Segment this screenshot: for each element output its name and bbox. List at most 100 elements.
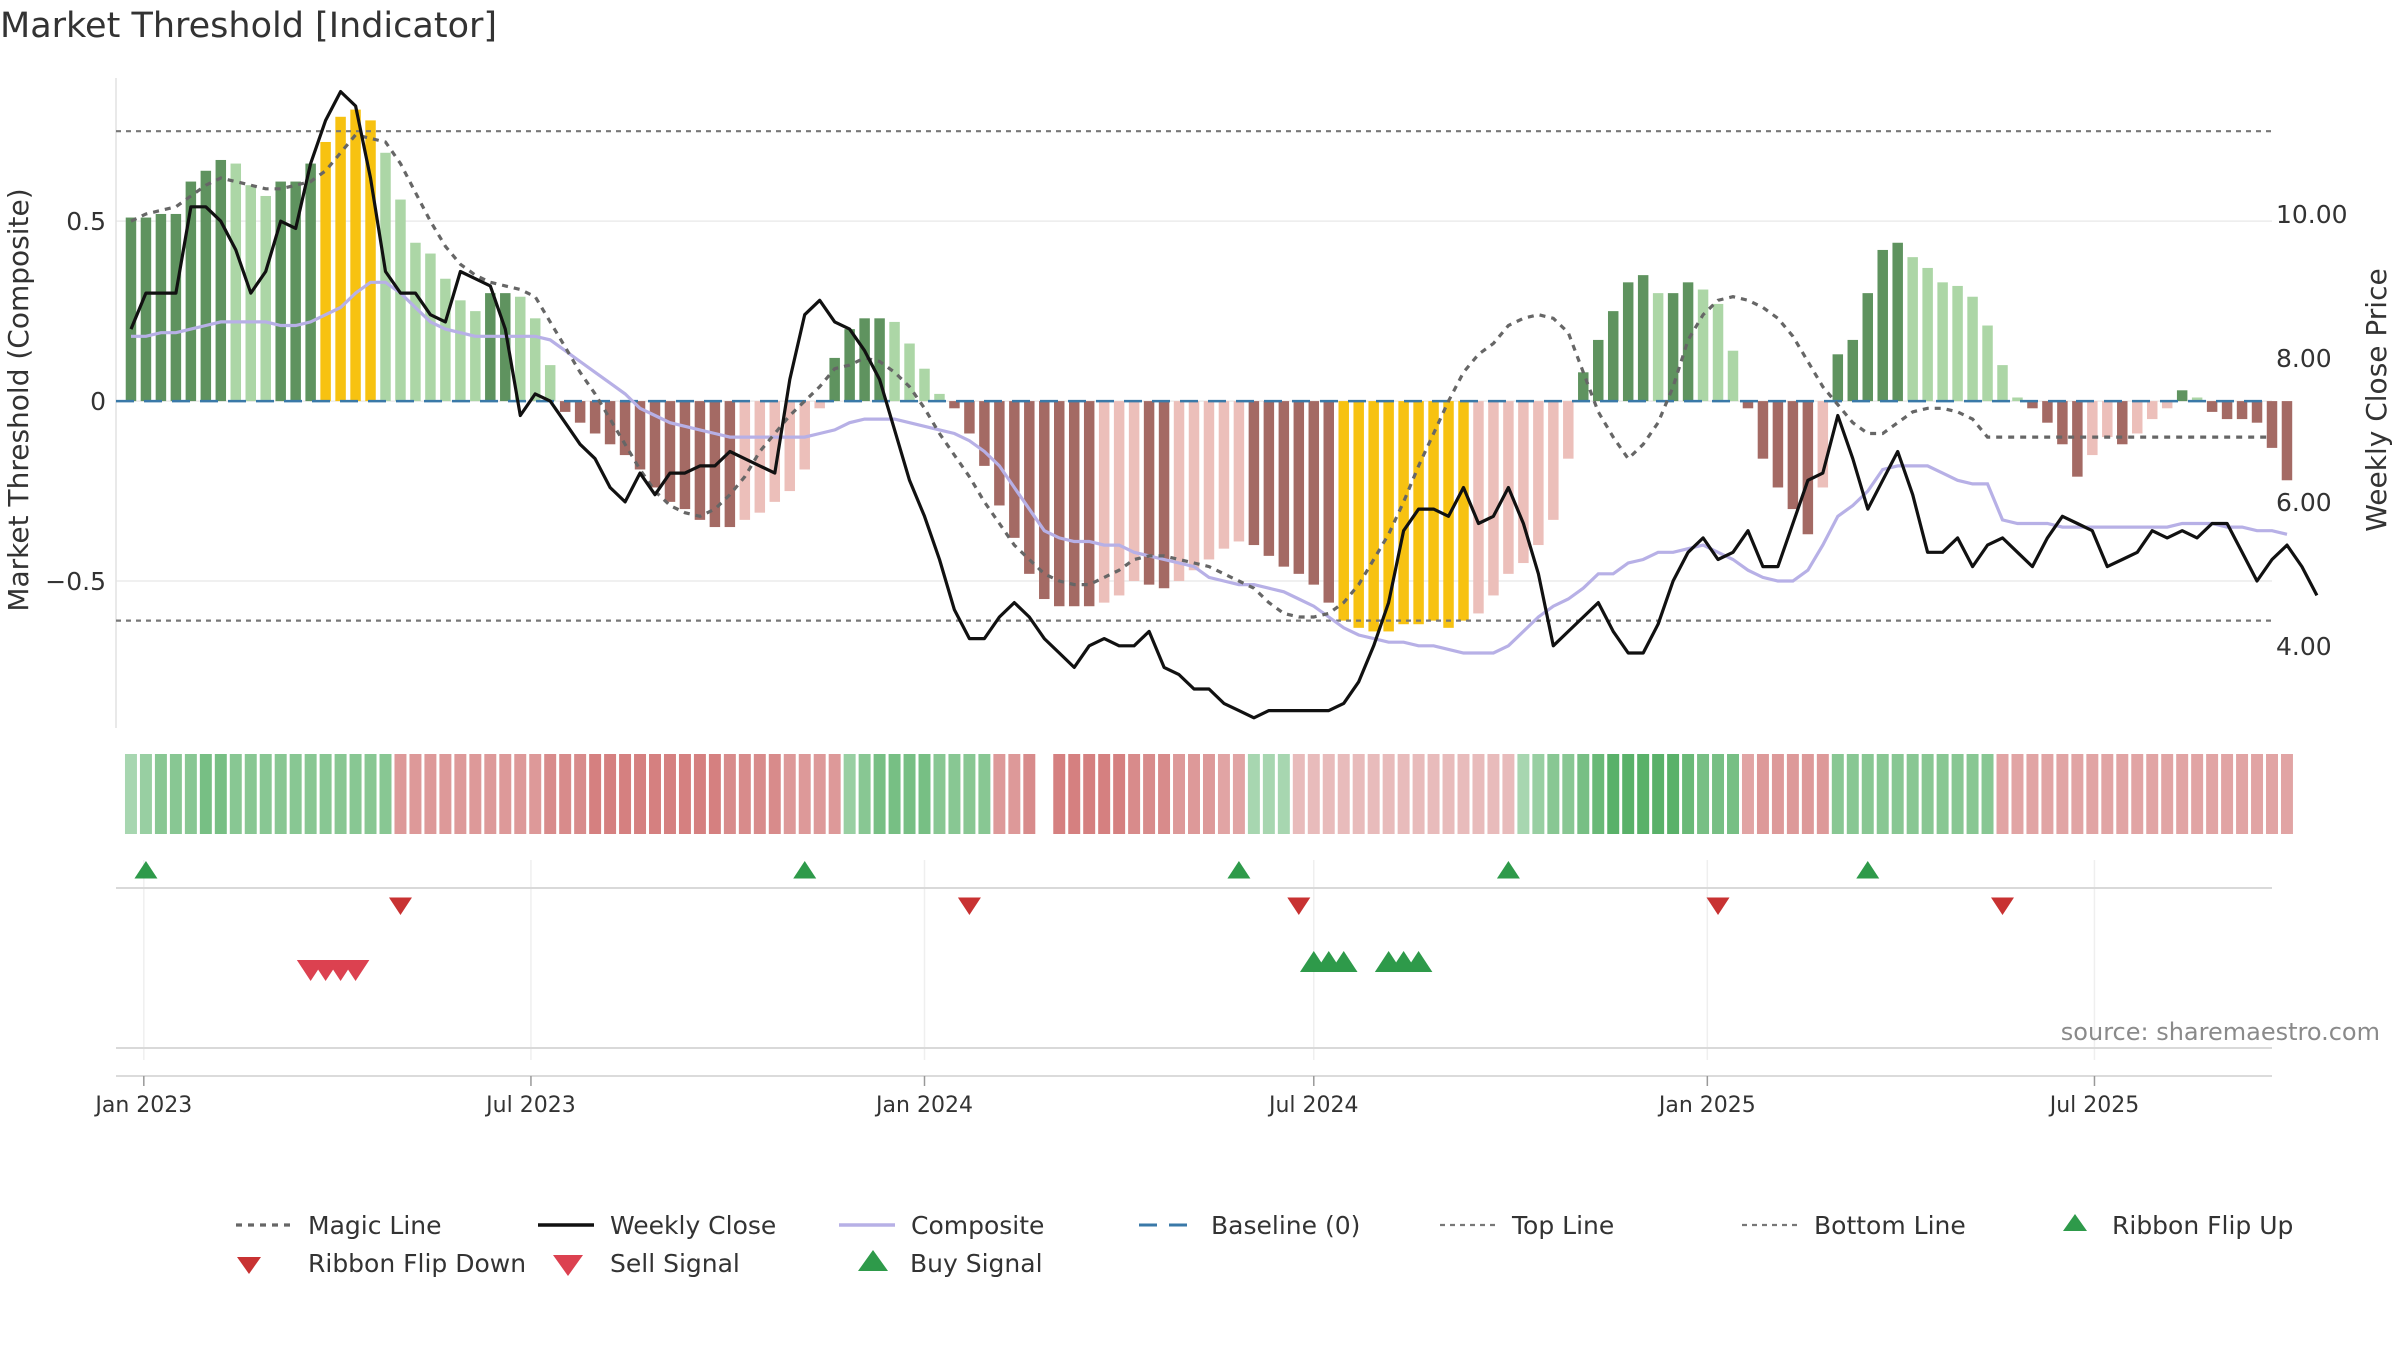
- legend-label: Magic Line: [308, 1211, 442, 1240]
- composite-bar: [1009, 401, 1020, 538]
- ribbon-cell: [244, 754, 257, 834]
- ribbon-cell: [2116, 754, 2129, 834]
- ribbon-cell: [1622, 754, 1635, 834]
- ribbon-cell: [1143, 754, 1156, 834]
- ribbon-cell: [1442, 754, 1455, 834]
- ribbon-cell: [1951, 754, 1964, 834]
- ribbon-cell: [469, 754, 482, 834]
- composite-bar: [2027, 401, 2038, 409]
- ribbon-cell: [663, 754, 676, 834]
- ribbon-cell: [1023, 754, 1036, 834]
- ribbon-cell: [2176, 754, 2189, 834]
- ribbon-cell: [2101, 754, 2114, 834]
- composite-bar: [1712, 303, 1724, 402]
- ribbon-cell: [1786, 754, 1799, 834]
- ribbon-cell: [1367, 754, 1380, 834]
- composite-bar: [1353, 401, 1364, 628]
- composite-bar: [125, 217, 137, 402]
- ribbon-flip-up-marker: [1227, 861, 1251, 879]
- composite-bar: [215, 159, 227, 402]
- composite-bar: [1233, 401, 1245, 542]
- composite-bar: [1907, 257, 1918, 402]
- composite-bar: [1473, 401, 1484, 614]
- ribbon-cell: [274, 754, 287, 834]
- ribbon-cell: [858, 754, 871, 834]
- composite-bar: [814, 401, 825, 409]
- composite-bar: [1667, 293, 1679, 402]
- composite-bar: [2161, 401, 2173, 409]
- buy-signal-marker: [1329, 951, 1358, 972]
- ribbon-cell: [2056, 754, 2069, 834]
- legend-item-ribbon-flip-down: Ribbon Flip Down: [237, 1249, 526, 1278]
- composite-bar: [949, 401, 960, 409]
- composite-bar: [1578, 372, 1589, 402]
- ribbon-cell: [259, 754, 272, 834]
- ribbon-cell: [813, 754, 826, 834]
- ribbon-cell: [454, 754, 467, 834]
- ribbon-cell: [1607, 754, 1620, 834]
- composite-bar: [1383, 401, 1394, 632]
- composite-bar: [365, 120, 376, 402]
- ribbon-cell: [1427, 754, 1440, 834]
- ribbon-cell: [1637, 754, 1650, 834]
- ribbon-cell: [1831, 754, 1844, 834]
- ribbon-cell: [214, 754, 227, 834]
- ribbon-cell: [2131, 754, 2144, 834]
- composite-bar: [305, 163, 316, 402]
- composite-bar: [1113, 401, 1125, 596]
- composite-bar: [1622, 282, 1634, 402]
- ribbon-cell: [1876, 754, 1889, 834]
- ribbon-cell: [693, 754, 706, 834]
- ribbon-cell: [873, 754, 886, 834]
- composite-bar: [769, 401, 781, 502]
- composite-bar: [1263, 401, 1275, 556]
- ribbon-cell: [544, 754, 557, 834]
- composite-bar: [1967, 296, 1978, 402]
- ribbon-cell: [1487, 754, 1500, 834]
- ribbon-cell: [1158, 754, 1171, 834]
- legend-label: Bottom Line: [1814, 1211, 1966, 1240]
- ribbon-cell: [1337, 754, 1350, 834]
- ribbon-cell: [783, 754, 796, 834]
- legend: Magic Line Weekly Close Composite Baseline …: [236, 1211, 2293, 1278]
- legend-item-sell-signal: Sell Signal: [553, 1249, 740, 1278]
- ribbon-cell: [1756, 754, 1769, 834]
- ribbon-flip-down-marker: [1991, 897, 2014, 915]
- ribbon-cell: [1921, 754, 1934, 834]
- composite-bar: [1518, 401, 1529, 564]
- ribbon-cell: [439, 754, 452, 834]
- ribbon-cell: [1532, 754, 1545, 834]
- legend-swatch: [858, 1250, 888, 1271]
- composite-bar: [889, 321, 900, 402]
- ribbon-strip: [124, 754, 2293, 834]
- composite-bar: [1293, 401, 1305, 574]
- composite-bar: [1802, 401, 1814, 535]
- ribbon-flip-up-marker: [1856, 861, 1880, 879]
- ribbon-cell: [1292, 754, 1305, 834]
- composite-bar: [604, 401, 616, 445]
- composite-bar: [1697, 289, 1709, 402]
- composite-bar: [320, 141, 331, 402]
- ribbon-cell: [1966, 754, 1979, 834]
- y2-tick-label: 6.00: [2276, 488, 2332, 517]
- ribbon-cell: [2011, 754, 2024, 834]
- ribbon-cell: [678, 754, 691, 834]
- composite-bar: [694, 401, 706, 520]
- ribbon-cell: [199, 754, 212, 834]
- ribbon-cell: [529, 754, 542, 834]
- composite-line: [131, 280, 2288, 655]
- ribbon-cell: [2266, 754, 2278, 834]
- composite-bar: [440, 278, 451, 402]
- composite-bar: [200, 170, 212, 402]
- legend-item-buy-signal: Buy Signal: [858, 1249, 1043, 1278]
- ribbon-cell: [1008, 754, 1021, 834]
- composite-bar: [1308, 401, 1320, 585]
- composite-bar: [829, 357, 840, 402]
- ribbon-cell: [2251, 754, 2264, 834]
- ribbon-cell: [903, 754, 916, 834]
- composite-bar: [395, 199, 406, 402]
- composite-bar: [1188, 401, 1200, 571]
- ribbon-cell: [589, 754, 602, 834]
- ribbon-cell: [2161, 754, 2174, 834]
- composite-bar: [1024, 401, 1035, 574]
